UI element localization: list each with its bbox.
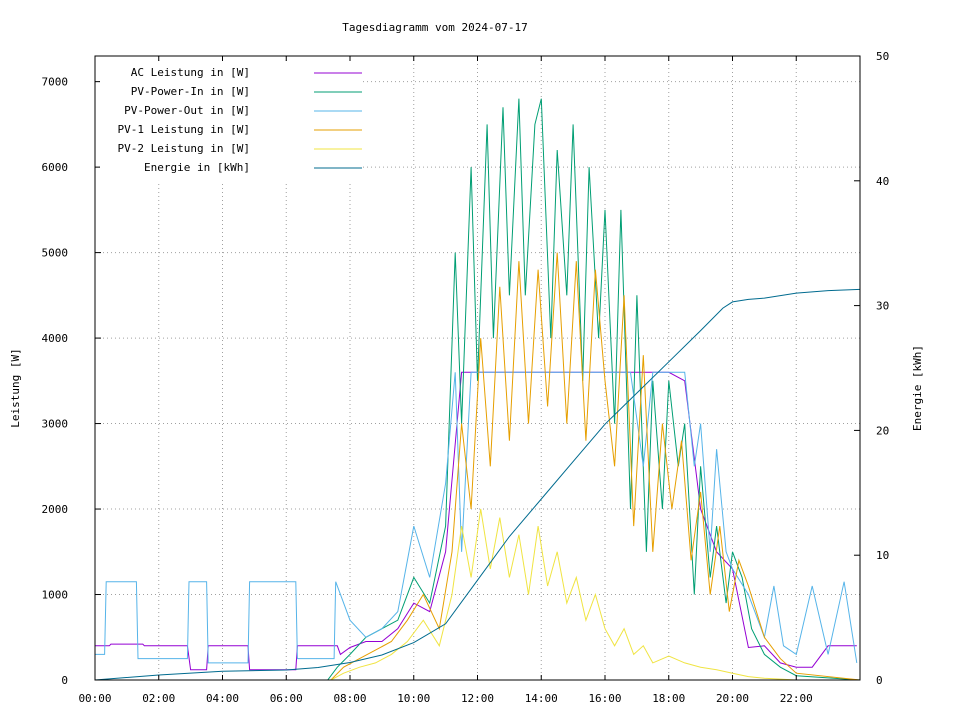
series-line-5: [95, 508, 860, 681]
x-tick-label: 22:00: [780, 692, 813, 705]
y-tick-label: 1000: [42, 589, 69, 602]
series-line-6: [94, 288, 861, 681]
legend-label: Energie in [kWh]: [144, 161, 250, 174]
x-tick-label: 18:00: [652, 692, 685, 705]
x-tick-label: 00:00: [78, 692, 111, 705]
legend-label: PV-Power-In in [W]: [131, 85, 250, 98]
axes: 00:00 02:00 04:00 06:00 08:00 10:00 12:00 14:00…: [42, 50, 890, 705]
series-line-4: [95, 252, 861, 681]
legend-label: PV-Power-Out in [W]: [124, 104, 250, 117]
y2-tick-label: 20: [876, 424, 889, 437]
series-lines: [94, 98, 861, 681]
y-tick-label: 7000: [42, 76, 69, 89]
legend: AC Leistung in [W] PV-Power-In in [W] PV-P…: [100, 62, 362, 182]
x-tick-label: 16:00: [588, 692, 621, 705]
y2-tick-label: 10: [876, 549, 889, 562]
y-axis-label: Leistung [W]: [9, 348, 22, 427]
chart-title: Tagesdiagramm vom 2024-07-17: [342, 21, 527, 34]
y2-axis-label: Energie [kWh]: [911, 345, 924, 431]
y2-tick-label: 40: [876, 175, 889, 188]
x-tick-label: 02:00: [142, 692, 175, 705]
x-tick-label: 10:00: [397, 692, 430, 705]
x-tick-label: 08:00: [333, 692, 366, 705]
x-tick-label: 04:00: [206, 692, 239, 705]
y-tick-label: 3000: [42, 418, 69, 431]
y-tick-label: 2000: [42, 503, 69, 516]
series-line-1: [95, 371, 857, 671]
x-tick-label: 20:00: [716, 692, 749, 705]
legend-label: PV-1 Leistung in [W]: [118, 123, 250, 136]
y2-tick-label: 50: [876, 50, 889, 63]
y-tick-label: 4000: [42, 332, 69, 345]
y2-tick-label: 0: [876, 674, 883, 687]
legend-background: [100, 62, 362, 182]
series-line-3: [95, 371, 858, 664]
x-tick-label: 06:00: [270, 692, 303, 705]
legend-label: PV-2 Leistung in [W]: [118, 142, 250, 155]
y-tick-label: 5000: [42, 247, 69, 260]
x-tick-label: 12:00: [461, 692, 494, 705]
y-tick-label: 6000: [42, 161, 69, 174]
y2-tick-label: 30: [876, 300, 889, 313]
x-tick-label: 14:00: [525, 692, 558, 705]
legend-label: AC Leistung in [W]: [131, 66, 250, 79]
y-tick-label: 0: [61, 674, 68, 687]
series-line-2: [95, 98, 861, 681]
